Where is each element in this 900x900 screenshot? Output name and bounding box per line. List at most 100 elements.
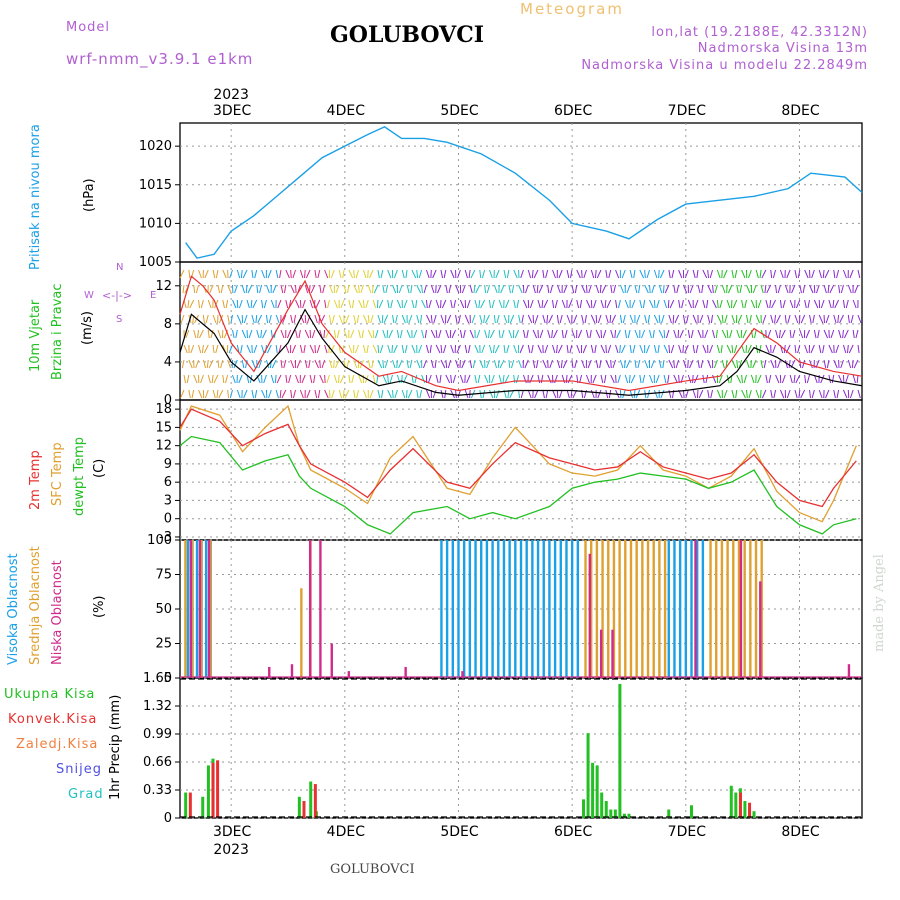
wind-barb xyxy=(675,359,680,369)
wind-barb xyxy=(377,344,380,354)
wind-barb xyxy=(293,314,297,324)
wind-barb xyxy=(301,374,306,384)
wind-barb xyxy=(369,269,374,279)
wind-barb xyxy=(759,269,762,279)
wind-barb xyxy=(508,284,512,294)
wind-barb xyxy=(330,344,335,354)
precip-total-bar xyxy=(201,796,205,818)
model-label: Model xyxy=(66,20,111,35)
xtick-label-bottom-1: 4DEC xyxy=(327,824,366,840)
wind-barb xyxy=(459,299,465,309)
wind-barb xyxy=(484,374,489,384)
wind-barb xyxy=(584,314,587,324)
precip-total-bar xyxy=(595,765,599,818)
wind-barb xyxy=(325,329,330,339)
wind-barb xyxy=(304,284,309,294)
wind-barb xyxy=(471,314,476,324)
wind-barb xyxy=(624,299,629,309)
wind-barb xyxy=(760,359,764,369)
xtick-label-bottom-0: 3DEC xyxy=(213,824,252,840)
wind-barb xyxy=(579,299,583,309)
wind-barb xyxy=(770,314,774,324)
cloud-mid-bar xyxy=(709,540,712,678)
wind-barb xyxy=(295,329,298,339)
wind-barb xyxy=(435,329,438,339)
wind-barb xyxy=(238,299,243,309)
wind-barb xyxy=(561,374,566,384)
wind-barb xyxy=(278,344,282,354)
wind-barb xyxy=(343,284,347,294)
wind-barb xyxy=(663,329,666,339)
wind-barb xyxy=(469,284,473,294)
xtick-label-bottom-2: 5DEC xyxy=(440,824,479,840)
wind-barb xyxy=(309,299,314,309)
wind-barb xyxy=(735,389,738,399)
wind-barb xyxy=(763,359,767,369)
wind-barb xyxy=(338,269,342,279)
wind-barb xyxy=(333,374,338,384)
wind-barb xyxy=(540,374,544,384)
wind-barb xyxy=(822,269,825,279)
precip-total-bar xyxy=(591,762,595,818)
cloud-high-bar xyxy=(502,540,506,678)
wind-barb xyxy=(563,284,568,294)
wind-barb xyxy=(611,314,617,324)
wind-barb xyxy=(272,284,277,294)
xtick-label-bottom-3: 6DEC xyxy=(554,824,593,840)
wind-barb xyxy=(362,269,367,279)
wind-barb xyxy=(747,269,752,279)
wind-barb xyxy=(712,299,717,309)
wind-barb xyxy=(383,314,389,324)
wind-barb xyxy=(195,284,200,294)
panel-frame-4 xyxy=(179,677,863,819)
wind-barb xyxy=(671,269,675,279)
wind-barb xyxy=(358,374,363,384)
wind-barb xyxy=(373,284,379,294)
wind-barb xyxy=(261,344,265,354)
wind-barb xyxy=(778,329,781,339)
wind-barb xyxy=(411,269,417,279)
wind-barb xyxy=(285,269,290,279)
wind-barb xyxy=(586,299,591,309)
wind-barb xyxy=(490,374,495,384)
wind-barb xyxy=(661,314,665,324)
wind-barb xyxy=(662,284,665,294)
wind-barb xyxy=(589,329,592,339)
wind-barb xyxy=(187,299,190,309)
wind-barb xyxy=(274,374,277,384)
wind-barb xyxy=(690,329,694,339)
wind-barb xyxy=(345,314,350,324)
wind-barb xyxy=(261,389,266,399)
wind-barb xyxy=(324,344,328,354)
cloud-mid-bar xyxy=(624,540,627,678)
wind-barb xyxy=(304,359,308,369)
wind-barb xyxy=(529,299,534,309)
wind-barb xyxy=(212,269,216,279)
wind-barb xyxy=(767,329,772,339)
wind-barb xyxy=(731,359,737,369)
wind-barb xyxy=(668,269,671,279)
year-label-top: 2023 xyxy=(213,87,249,103)
wind-barb xyxy=(183,344,188,354)
wind-barb xyxy=(464,269,468,279)
wind-barb xyxy=(596,269,602,279)
cloud-mid-bar xyxy=(300,588,303,678)
ytick-label-2-7: 18 xyxy=(155,402,172,417)
wind-barb xyxy=(692,314,697,324)
wind-barb xyxy=(707,269,710,279)
wind-barb xyxy=(548,314,553,324)
precip-legend-freezing: Zaledj.Kisa xyxy=(16,737,99,752)
wind-barb xyxy=(594,344,597,354)
wind-barb xyxy=(339,374,345,384)
wind-barb xyxy=(217,359,220,369)
wind-barb xyxy=(246,344,252,354)
wind-barb xyxy=(486,359,490,369)
wind-barb xyxy=(371,359,374,369)
wind-barb xyxy=(285,374,288,384)
compass-e-label: E xyxy=(150,290,157,301)
wind-barb xyxy=(561,299,566,309)
wind-barb xyxy=(392,359,396,369)
wind-barb xyxy=(331,314,335,324)
xtick-label-bottom-4: 7DEC xyxy=(668,824,707,840)
